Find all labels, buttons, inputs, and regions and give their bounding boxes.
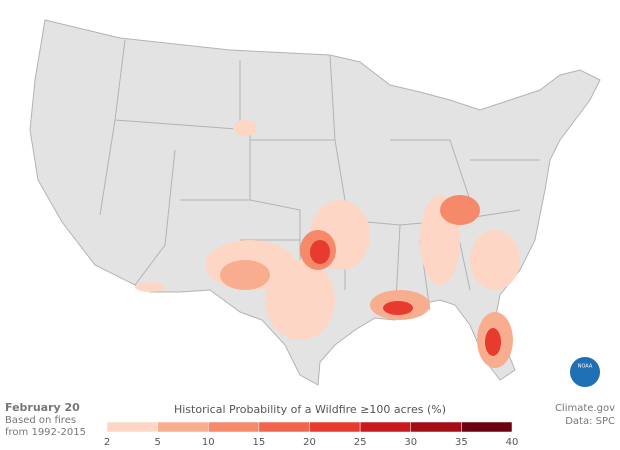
legend-tick-label: 30 (404, 437, 417, 448)
legend: 2 5 10 15 20 25 30 35 40 (104, 421, 519, 448)
area (383, 301, 413, 315)
state-lines (99, 39, 540, 321)
us-outline (29, 19, 601, 386)
area (233, 120, 257, 136)
area (265, 260, 335, 340)
legend-tick-label: 35 (455, 437, 468, 448)
legend-swatch (461, 421, 513, 433)
legend-swatch (410, 421, 462, 433)
data-source: Data: SPC (565, 416, 615, 427)
area (310, 240, 330, 264)
area (135, 282, 165, 292)
legend-tick-label: 2 (104, 437, 110, 448)
note: from 1992-2015 (5, 427, 86, 438)
logo-circle (568, 355, 602, 389)
noaa-logo: NOAA (568, 355, 602, 389)
legend-tick-label: 20 (303, 437, 316, 448)
area (485, 328, 501, 356)
legend-swatch (309, 421, 361, 433)
legend-title: Historical Probability of a Wildfire ≥10… (174, 403, 446, 416)
note: Based on fires (5, 415, 76, 426)
legend-tick-label: 25 (354, 437, 367, 448)
legend-tick-label: 40 (506, 437, 519, 448)
date: February 20 (5, 401, 80, 414)
legend-tick-label: 5 (154, 437, 160, 448)
legend-swatch (359, 421, 411, 433)
area (470, 230, 520, 290)
logo-text: NOAA (578, 364, 593, 370)
legend-swatch (157, 421, 209, 433)
area (440, 195, 480, 225)
map (29, 19, 601, 386)
probability-areas (135, 120, 520, 368)
legend-swatch (106, 421, 158, 433)
legend-tick-label: 15 (253, 437, 266, 448)
source: Climate.gov (555, 403, 615, 414)
legend-tick-label: 10 (202, 437, 215, 448)
legend-swatch (208, 421, 260, 433)
area (220, 260, 270, 290)
legend-swatch (258, 421, 310, 433)
